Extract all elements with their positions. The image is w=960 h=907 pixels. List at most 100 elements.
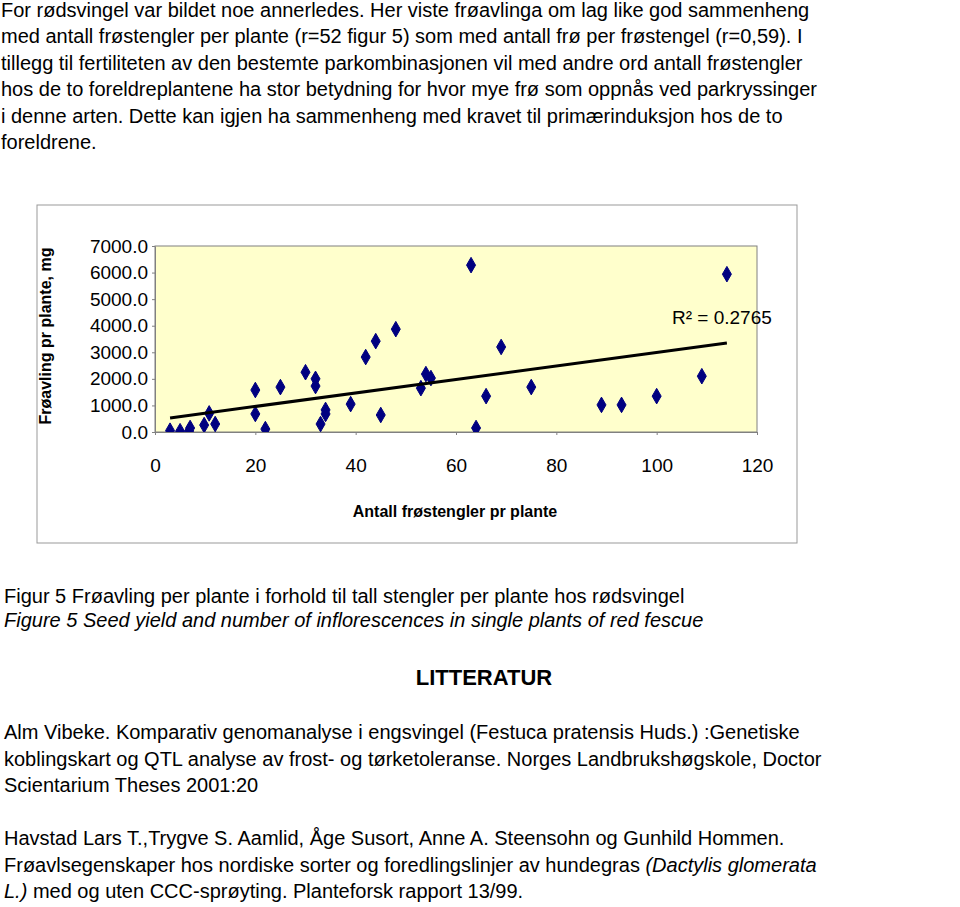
y-tick-mark xyxy=(152,405,155,406)
y-axis-line xyxy=(155,247,156,433)
y-axis-title: Frøavling pr plante, mg xyxy=(37,248,54,425)
y-tick: 0.0 xyxy=(122,422,155,443)
x-tick-mark xyxy=(356,432,357,435)
y-tick-mark xyxy=(152,246,155,247)
y-tick: 7000.0 xyxy=(90,236,155,257)
reference-line: koblingskart og QTL analyse av frost- og… xyxy=(4,748,822,770)
point xyxy=(652,388,661,404)
y-tick-label: 4000.0 xyxy=(90,315,148,336)
plot-area xyxy=(155,246,757,432)
point xyxy=(371,333,380,349)
x-tick-mark xyxy=(556,432,557,435)
chart: 0.0 1000.0 2000.0 3000.0 4000.0 5000.0 6000.0 7… xyxy=(37,205,797,543)
page: For rødsvingel var bildet noe annerledes… xyxy=(0,0,960,907)
point xyxy=(722,266,731,282)
x-tick-mark xyxy=(155,432,156,435)
x-tick: 120 xyxy=(742,432,774,476)
point xyxy=(261,421,270,432)
body-line: tillegg til fertiliteten av den bestemte… xyxy=(1,52,803,74)
x-tick: 20 xyxy=(245,432,266,476)
point xyxy=(482,388,491,404)
annotation: R² = 0.2765 xyxy=(672,307,772,328)
x-tick: 80 xyxy=(546,432,567,476)
reference-segment: L.) xyxy=(4,880,27,902)
point xyxy=(200,417,209,432)
y-tick-label: 2000.0 xyxy=(90,368,148,389)
caption-english: Figure 5 Seed yield and number of inflor… xyxy=(4,609,703,631)
y-tick: 4000.0 xyxy=(90,315,155,336)
y-tick-label: 3000.0 xyxy=(90,342,148,363)
point xyxy=(321,406,330,422)
x-tick-label: 120 xyxy=(742,455,774,476)
point xyxy=(176,423,185,432)
body-text: For rødsvingel var bildet noe annerledes… xyxy=(1,0,817,153)
y-axis: 0.0 1000.0 2000.0 3000.0 4000.0 5000.0 6000.0 7… xyxy=(90,236,156,443)
reference: Alm Vibeke. Komparativ genomanalyse i en… xyxy=(4,721,822,796)
x-tick-mark xyxy=(456,432,457,435)
point xyxy=(301,364,310,380)
reference-line: Frøavlsegenskaper hos nordiske sorter og… xyxy=(4,854,817,876)
y-tick: 5000.0 xyxy=(90,289,155,310)
point xyxy=(311,378,320,394)
y-tick-mark xyxy=(152,379,155,380)
reference-segment: Alm Vibeke. Komparativ genomanalyse i en… xyxy=(4,721,800,743)
point xyxy=(467,257,476,273)
caption-norwegian: Figur 5 Frøavling per plante i forhold t… xyxy=(4,585,684,607)
body-line: hos de to foreldreplantene ha stor betyd… xyxy=(1,78,817,100)
x-tick-label: 20 xyxy=(245,455,266,476)
x-tick: 40 xyxy=(346,432,367,476)
reference-line: Scientarium Theses 2001:20 xyxy=(4,774,258,796)
reference: Havstad Lars T.,Trygve S. Aamlid, Åge Su… xyxy=(4,827,817,902)
x-tick-mark xyxy=(757,432,758,435)
x-tick-label: 100 xyxy=(641,455,673,476)
point xyxy=(211,416,220,432)
y-tick-mark xyxy=(152,299,155,300)
chart-frame xyxy=(37,205,797,543)
point xyxy=(186,420,195,432)
body-line: med antall frøstengler per plante (r=52 … xyxy=(1,25,802,47)
reference-segment: (Dactylis glomerata xyxy=(645,854,816,876)
heading: LITTERATUR xyxy=(416,665,553,690)
y-tick: 2000.0 xyxy=(90,368,155,389)
point xyxy=(497,339,506,355)
point xyxy=(251,382,260,398)
body-line: i denne arten. Dette kan igjen ha sammen… xyxy=(1,105,783,127)
y-tick-label: 0.0 xyxy=(122,422,148,443)
x-tick-label: 0 xyxy=(150,455,161,476)
reference-line: L.) med og uten CCC-sprøyting. Plantefor… xyxy=(4,880,523,902)
x-tick-label: 60 xyxy=(446,455,467,476)
x-tick: 100 xyxy=(641,432,673,476)
point xyxy=(617,397,626,413)
y-tick-mark xyxy=(152,352,155,353)
point xyxy=(527,379,536,395)
point xyxy=(361,349,370,365)
point xyxy=(391,321,400,337)
x-axis: 0 20 40 60 80 100 120 xyxy=(150,432,773,476)
y-tick-label: 6000.0 xyxy=(90,262,148,283)
y-tick-label: 5000.0 xyxy=(90,289,148,310)
point xyxy=(472,420,481,432)
reference-segment: Scientarium Theses 2001:20 xyxy=(4,774,258,796)
point xyxy=(251,406,260,422)
reference-segment: med og uten CCC-sprøyting. Planteforsk r… xyxy=(27,880,523,902)
x-tick-label: 40 xyxy=(346,455,367,476)
point xyxy=(346,396,355,412)
reference-segment: Havstad Lars T.,Trygve S. Aamlid, Åge Su… xyxy=(4,827,784,849)
x-tick-mark xyxy=(255,432,256,435)
x-axis-title: Antall frøstengler pr plante xyxy=(353,503,558,520)
y-tick-label: 1000.0 xyxy=(90,395,148,416)
body-line: For rødsvingel var bildet noe annerledes… xyxy=(1,0,809,21)
y-tick-mark xyxy=(152,326,155,327)
trend-line xyxy=(170,343,727,418)
point xyxy=(166,423,175,432)
marks xyxy=(166,257,732,432)
x-tick: 60 xyxy=(446,432,467,476)
x-tick-label: 80 xyxy=(546,455,567,476)
point xyxy=(276,379,285,395)
y-tick: 3000.0 xyxy=(90,342,155,363)
y-tick-mark xyxy=(152,273,155,274)
reference-segment: koblingskart og QTL analyse av frost- og… xyxy=(4,748,822,770)
x-tick-mark xyxy=(657,432,658,435)
point xyxy=(376,407,385,423)
reference-line: Havstad Lars T.,Trygve S. Aamlid, Åge Su… xyxy=(4,827,784,849)
